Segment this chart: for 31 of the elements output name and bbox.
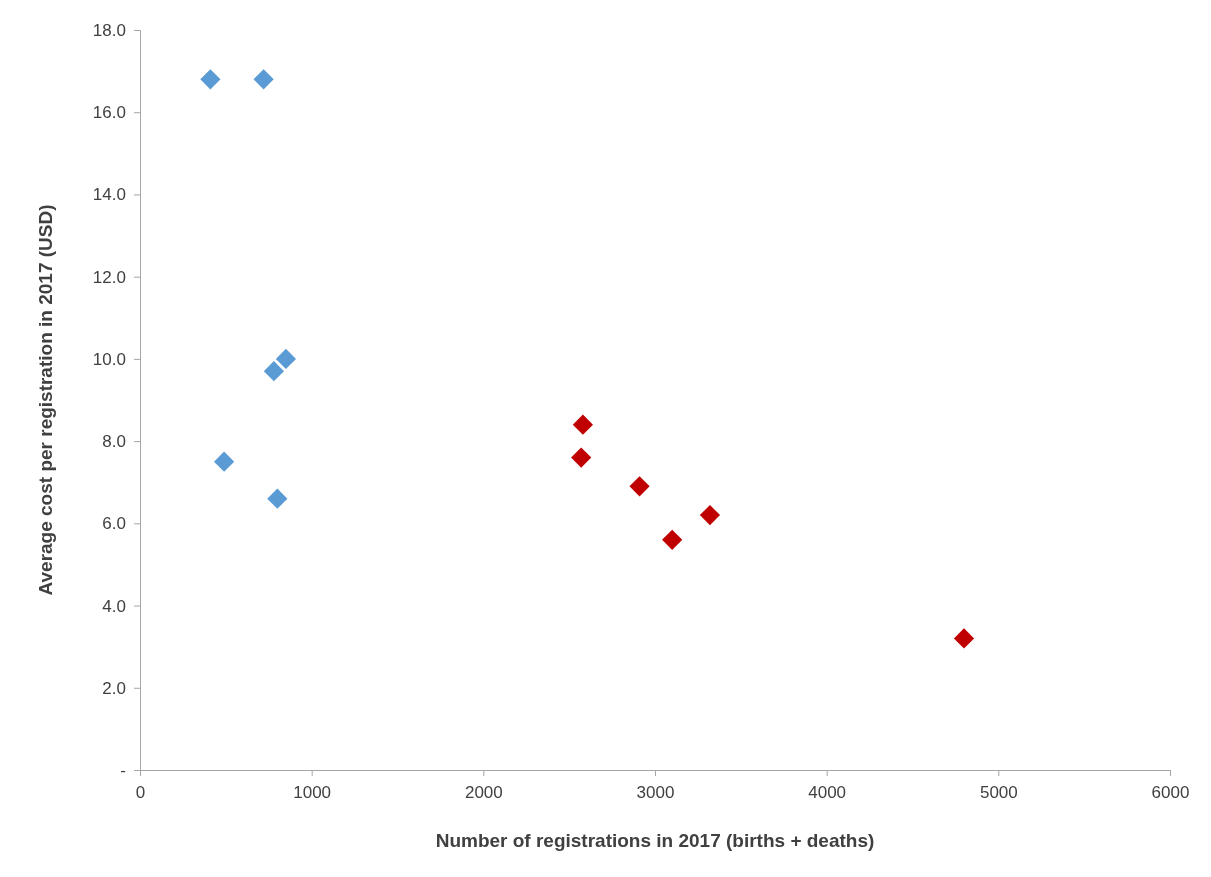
- y-tick-label: 4.0: [102, 596, 126, 616]
- x-tick-label: 1000: [293, 782, 332, 802]
- point: [953, 628, 975, 649]
- point: [275, 348, 297, 369]
- y-tick-label: 16.0: [92, 103, 126, 123]
- x-tick-label: 2000: [464, 782, 503, 802]
- point: [662, 529, 683, 550]
- point: [571, 447, 592, 468]
- x-tick-label: 5000: [979, 782, 1018, 802]
- y-tick-label: 14.0: [92, 185, 126, 205]
- point: [263, 361, 284, 382]
- point: [572, 414, 593, 435]
- y-tick-label: -: [120, 760, 126, 780]
- point: [253, 69, 274, 90]
- x-tick-label: 0: [135, 782, 146, 802]
- y-tick-label: 8.0: [102, 432, 126, 452]
- x-axis-title: Number of registrations in 2017 (births + deaths): [435, 830, 875, 851]
- y-tick-label: 12.0: [92, 267, 126, 287]
- y-tick-label: 6.0: [102, 514, 126, 534]
- point: [629, 476, 650, 497]
- x-tick-label: 3000: [636, 782, 675, 802]
- y-tick-label: 10.0: [92, 349, 126, 369]
- y-tick-label: 18.0: [92, 20, 126, 40]
- y-tick-label: 2.0: [102, 678, 126, 698]
- x-tick-label: 6000: [1151, 782, 1190, 802]
- x-tick-label: 4000: [808, 782, 847, 802]
- point: [267, 488, 288, 509]
- point: [200, 69, 221, 90]
- y-axis-title: Average cost per registration in 2017 (USD): [35, 204, 56, 596]
- point: [214, 451, 235, 472]
- point: [699, 505, 721, 526]
